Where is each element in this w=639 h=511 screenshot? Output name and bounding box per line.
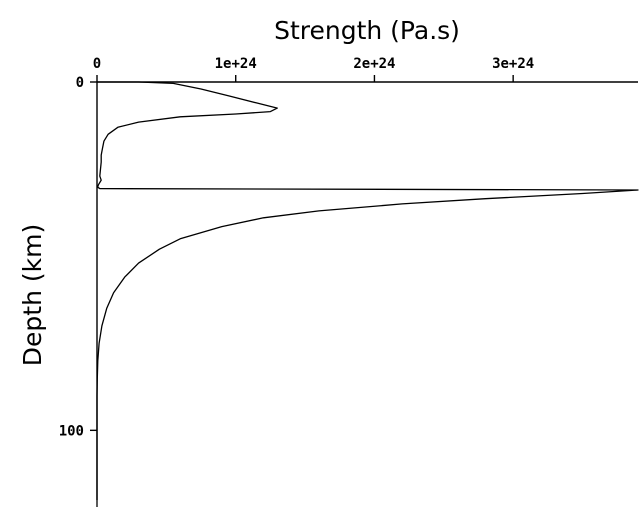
x-tick-label: 0	[93, 56, 101, 72]
series-layer	[96, 81, 639, 507]
x-axis-title: Strength (Pa.s)	[274, 16, 460, 45]
x-tick-label: 2e+24	[353, 56, 395, 72]
ticks	[90, 75, 514, 432]
x-tick-label: 1e+24	[215, 56, 257, 72]
y-axis-title: Depth (km)	[18, 224, 47, 366]
y-tick-label: 0	[76, 75, 84, 91]
strength-profile-line	[96, 81, 639, 507]
tick-labels: 0 1e+24 2e+24 3e+24 0 100	[59, 56, 535, 439]
x-tick-label: 3e+24	[492, 56, 534, 72]
axes	[96, 81, 638, 500]
y-tick-label: 100	[59, 423, 84, 439]
